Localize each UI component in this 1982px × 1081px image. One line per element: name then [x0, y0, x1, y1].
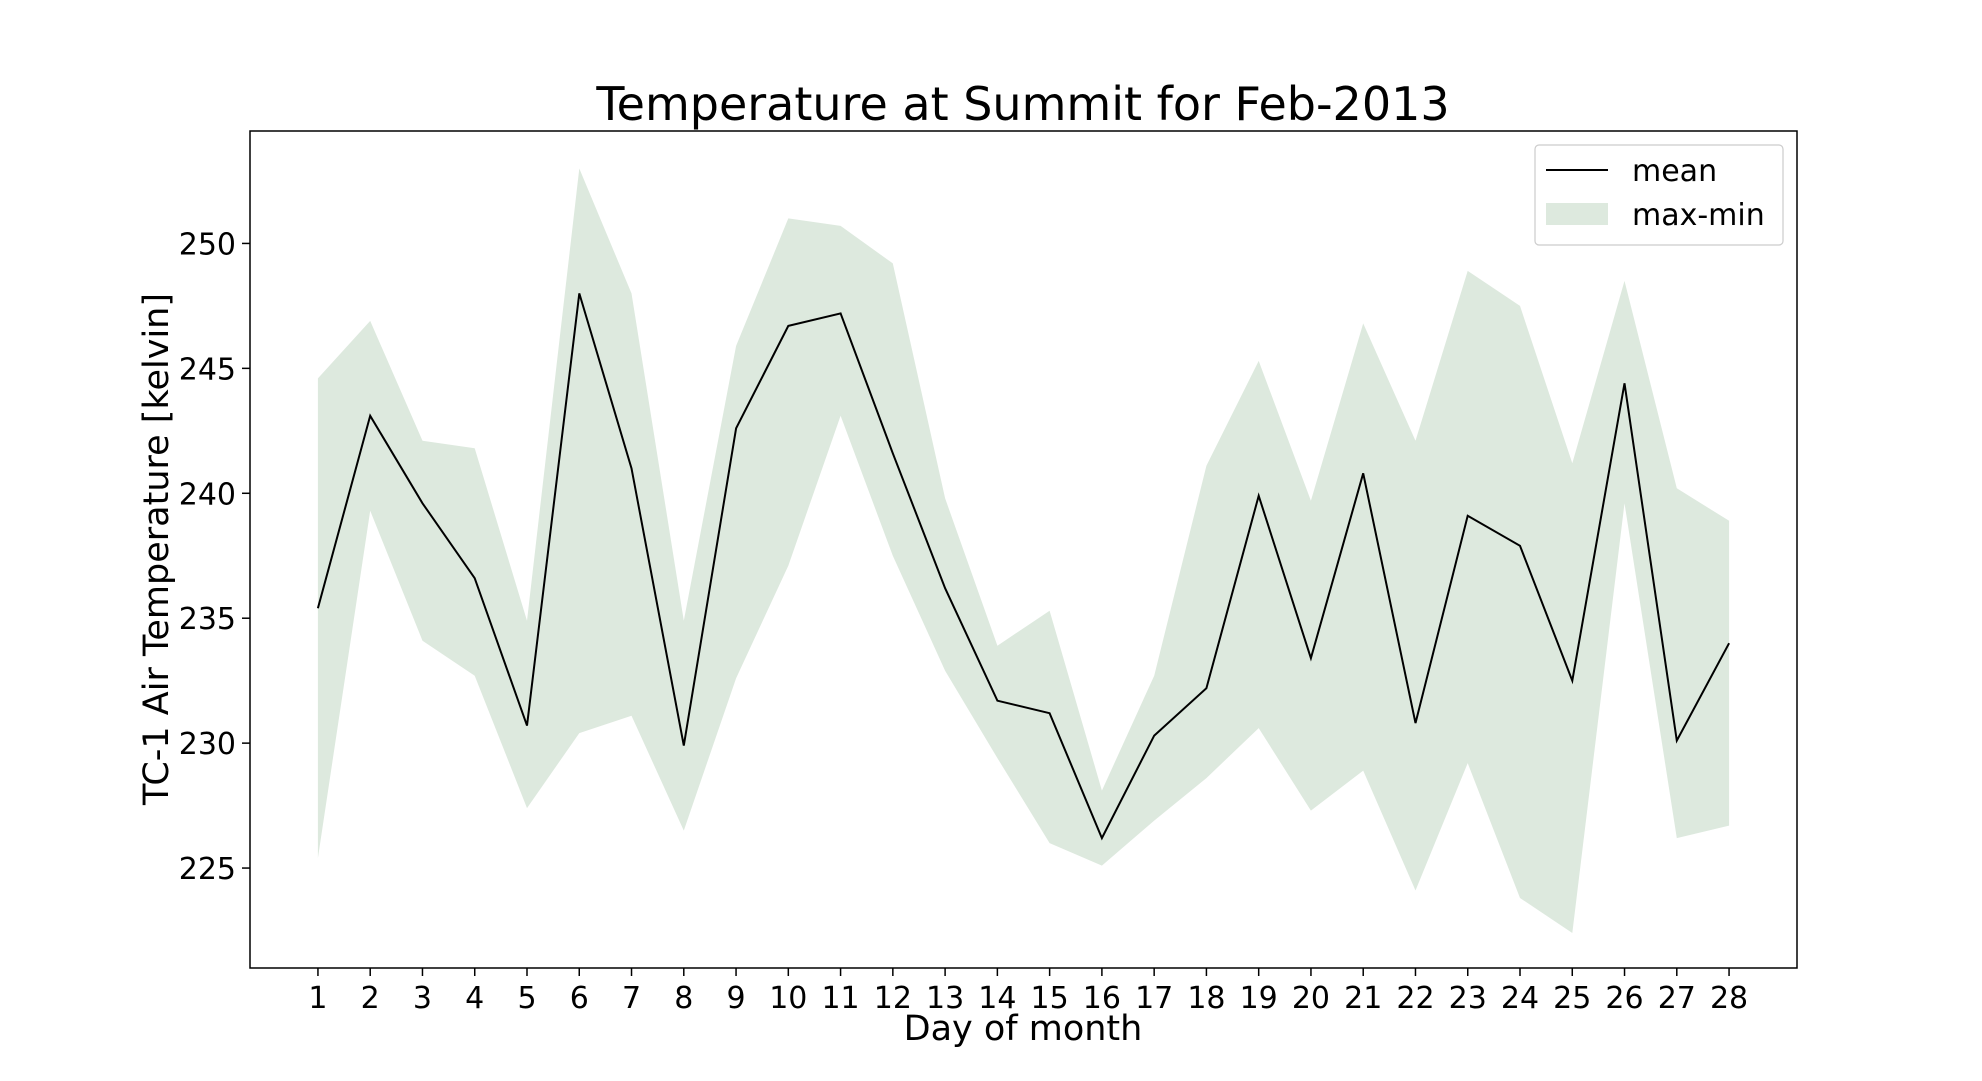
chart-title: Temperature at Summit for Feb-2013 [595, 77, 1449, 131]
x-tick-label: 4 [465, 981, 484, 1016]
x-tick-label: 17 [1135, 981, 1173, 1016]
y-tick-label: 240 [179, 477, 236, 512]
x-tick-label: 27 [1658, 981, 1696, 1016]
y-tick-label: 235 [179, 602, 236, 637]
x-tick-label: 26 [1605, 981, 1643, 1016]
legend-mean-label: mean [1632, 154, 1717, 189]
line-layer [316, 293, 1730, 841]
x-tick-label: 23 [1449, 981, 1487, 1016]
band-layer [317, 168, 1730, 933]
x-tick-label: 16 [1083, 981, 1121, 1016]
x-tick-label: 8 [674, 981, 693, 1016]
x-tick-label: 12 [874, 981, 912, 1016]
x-tick-label: 22 [1396, 981, 1434, 1016]
x-tick-label: 20 [1292, 981, 1330, 1016]
y-tick-label: 245 [179, 352, 236, 387]
x-tick-label: 3 [413, 981, 432, 1016]
x-tick-label: 18 [1187, 981, 1225, 1016]
y-axis-label: TC-1 Air Temperature [kelvin] [137, 293, 177, 806]
x-tick-label: 5 [517, 981, 536, 1016]
x-tick-label: 9 [727, 981, 746, 1016]
y-tick-label: 230 [179, 727, 236, 762]
legend: mean max-min [1534, 144, 1784, 246]
max-min-band [317, 168, 1730, 933]
x-tick-label: 28 [1710, 981, 1748, 1016]
x-tick-label: 21 [1344, 981, 1382, 1016]
x-tick-label: 6 [570, 981, 589, 1016]
y-tick-label: 225 [179, 852, 236, 887]
mean-line [316, 293, 1730, 841]
x-tick-label: 24 [1501, 981, 1539, 1016]
x-tick-label: 19 [1240, 981, 1278, 1016]
y-tick-label: 250 [179, 227, 236, 262]
x-tick-label: 11 [821, 981, 859, 1016]
x-axis: 1 2 3 4 5 6 7 8 9 10 11 12 13 14 15 16 17 18 19 20 21 22 23 24 2… [308, 968, 1748, 1016]
plot-frame [249, 130, 1798, 969]
x-tick-label: 15 [1031, 981, 1069, 1016]
x-tick-label: 7 [622, 981, 641, 1016]
x-tick-label: 1 [308, 981, 327, 1016]
x-tick-label: 10 [769, 981, 807, 1016]
x-tick-label: 13 [926, 981, 964, 1016]
legend-band-swatch [1546, 203, 1608, 225]
x-axis-label: Day of month [904, 1009, 1143, 1049]
legend-band-label: max-min [1632, 198, 1765, 233]
y-axis: 225 230 235 240 245 250 [179, 227, 250, 887]
x-tick-label: 25 [1553, 981, 1591, 1016]
x-tick-label: 14 [978, 981, 1016, 1016]
x-tick-label: 2 [361, 981, 380, 1016]
